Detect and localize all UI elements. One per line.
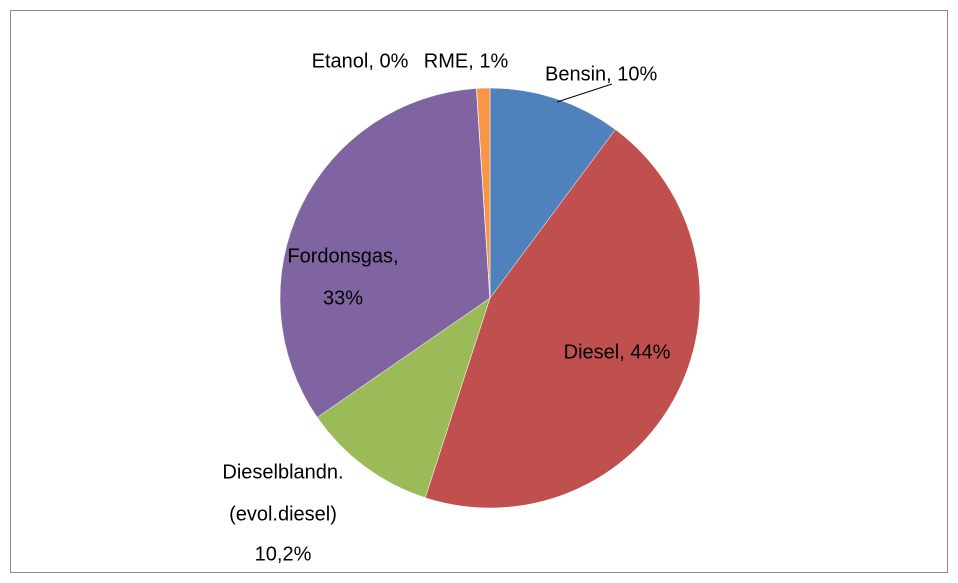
- data-label: Diesel, 44%: [564, 341, 671, 363]
- pie-slice: [476, 87, 491, 299]
- data-label: 33%: [323, 287, 363, 309]
- data-label: 10,2%: [255, 543, 312, 565]
- pie-slice: [279, 88, 491, 418]
- data-label: Dieselblandn.: [222, 461, 343, 483]
- data-label: RME, 1%: [424, 50, 509, 72]
- pie-slice: [316, 297, 491, 499]
- leader-line: [556, 83, 613, 103]
- pie-slice: [489, 87, 616, 299]
- pie-slice: [424, 129, 701, 509]
- data-label: Fordonsgas,: [287, 245, 398, 267]
- data-label: (evol.diesel): [229, 503, 337, 525]
- data-label: Bensin, 10%: [545, 63, 658, 85]
- data-label: Etanol, 0%: [312, 50, 409, 72]
